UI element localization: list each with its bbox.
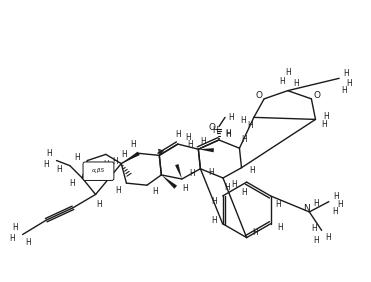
Text: H: H	[321, 120, 326, 129]
Text: H: H	[112, 157, 118, 166]
Text: H: H	[187, 140, 193, 149]
Text: H: H	[57, 165, 62, 174]
Text: H: H	[189, 169, 195, 179]
Text: H: H	[344, 69, 349, 78]
Text: H: H	[25, 238, 31, 247]
Text: H: H	[208, 168, 214, 177]
Text: H: H	[313, 199, 319, 208]
Text: H: H	[323, 112, 329, 121]
Text: H: H	[9, 234, 15, 243]
Text: H: H	[337, 200, 343, 209]
Text: H: H	[185, 133, 191, 142]
Text: H: H	[242, 135, 247, 144]
Text: O: O	[256, 91, 262, 100]
Text: H: H	[247, 121, 253, 130]
Text: H: H	[293, 79, 299, 88]
Text: H: H	[232, 180, 237, 189]
Text: H: H	[103, 160, 109, 169]
Text: H: H	[333, 192, 339, 201]
Text: H: H	[277, 223, 283, 232]
Text: H: H	[241, 116, 246, 125]
Text: H: H	[201, 136, 206, 146]
Polygon shape	[198, 148, 214, 152]
Text: O: O	[208, 123, 215, 132]
Polygon shape	[121, 151, 140, 164]
Text: H: H	[229, 113, 234, 122]
Text: H: H	[242, 188, 247, 197]
Text: H: H	[43, 160, 49, 169]
Text: N: N	[303, 204, 310, 213]
Text: H: H	[347, 79, 352, 88]
Text: H: H	[332, 208, 338, 216]
Text: O: O	[313, 91, 320, 100]
Text: H: H	[13, 223, 18, 232]
Text: H: H	[152, 187, 158, 196]
Text: H: H	[225, 130, 231, 139]
Text: H: H	[252, 228, 258, 237]
Text: H: H	[224, 183, 230, 192]
Text: H: H	[121, 150, 127, 159]
Text: H: H	[115, 186, 121, 195]
Text: H: H	[225, 129, 231, 138]
Text: H: H	[74, 153, 80, 162]
Text: H: H	[275, 200, 281, 209]
Text: H: H	[182, 184, 188, 193]
FancyBboxPatch shape	[83, 162, 114, 180]
Text: H: H	[46, 149, 52, 158]
Polygon shape	[161, 175, 177, 189]
Text: H: H	[175, 130, 181, 139]
Text: H: H	[325, 233, 331, 242]
Text: H: H	[131, 140, 137, 149]
Text: α,βS: α,βS	[92, 168, 105, 173]
Text: H: H	[280, 77, 286, 86]
Text: H: H	[212, 126, 218, 135]
Text: H: H	[312, 224, 317, 233]
Text: H: H	[211, 197, 217, 206]
Polygon shape	[175, 164, 182, 179]
Text: H: H	[96, 200, 102, 209]
Text: H: H	[249, 166, 255, 175]
Text: H: H	[285, 68, 290, 77]
Text: H: H	[69, 179, 75, 188]
Text: H: H	[341, 86, 347, 95]
Text: H: H	[211, 216, 217, 225]
Text: H: H	[313, 236, 319, 245]
